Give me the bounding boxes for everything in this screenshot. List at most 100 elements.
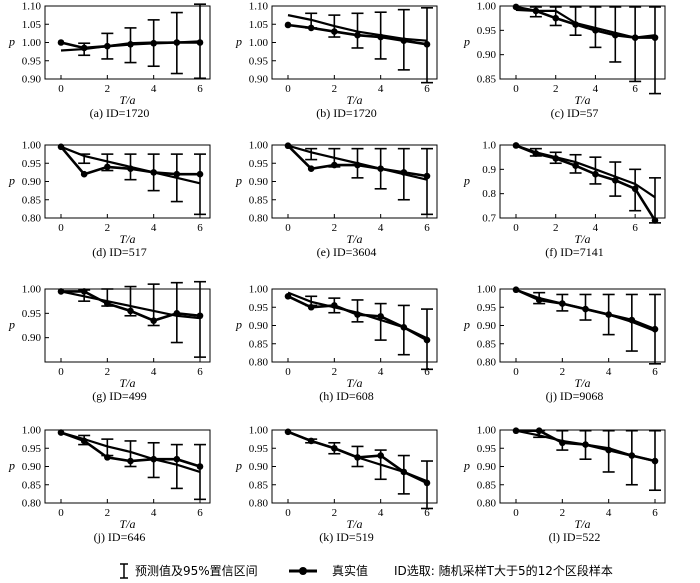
actual-point: [173, 455, 181, 463]
x-tick-label: 2: [105, 83, 111, 95]
panel-caption: (j) ID=646: [94, 530, 146, 544]
panel-caption: (l) ID=522: [549, 530, 601, 544]
actual-point: [284, 428, 292, 436]
y-tick-label: 0.90: [22, 461, 42, 473]
actual-point: [57, 143, 65, 151]
y-tick-label: 0.85: [22, 194, 42, 206]
x-tick-label: 6: [632, 222, 638, 234]
actual-point: [377, 33, 384, 41]
x-tick-label: 4: [606, 507, 612, 519]
x-tick-label: 6: [652, 366, 658, 378]
x-axis-label: T/a: [574, 93, 590, 107]
y-tick-label: 1.00: [22, 140, 42, 152]
actual-point: [572, 162, 579, 169]
y-tick-label: 0.80: [249, 498, 269, 510]
y-tick-label: 0.85: [477, 74, 497, 86]
y-axis-label: p: [463, 174, 470, 188]
y-tick-label: 0.85: [22, 479, 42, 491]
y-tick-label: 0.95: [249, 443, 269, 455]
x-tick-label: 4: [151, 366, 157, 378]
actual-point: [592, 27, 599, 34]
actual-point: [331, 161, 338, 169]
actual-point: [127, 307, 134, 315]
actual-point: [57, 288, 65, 295]
actual-point: [307, 165, 315, 173]
errorbar-icon: [120, 562, 128, 579]
x-tick-label: 6: [424, 507, 430, 519]
actual-point: [377, 313, 384, 320]
y-tick-label: 0.80: [22, 498, 42, 510]
y-tick-label: 0.85: [249, 338, 269, 350]
actual-point: [173, 170, 181, 178]
errorbar: [569, 6, 582, 37]
x-axis-label: T/a: [119, 517, 135, 531]
actual-point: [104, 163, 111, 171]
actual-point: [331, 28, 338, 35]
x-tick-label: 6: [652, 507, 658, 519]
actual-point: [611, 176, 619, 184]
legend-label-predicted: 预测值及95%置信区间: [135, 564, 258, 578]
actual-point: [400, 37, 408, 44]
panel-caption: (g) ID=499: [92, 389, 146, 403]
x-tick-label: 4: [378, 83, 384, 95]
axis-frame: [499, 5, 666, 80]
legend-item-actual: 真实值: [288, 562, 368, 579]
y-tick-label: 0.95: [22, 308, 42, 320]
x-axis-label: T/a: [346, 517, 362, 531]
actual-point: [651, 34, 659, 41]
y-tick-label: 1.00: [249, 140, 269, 152]
panel-4: 0.80 0.85 0.90 0.95 1.00 0 2 4 6 p T/a(d) ID=517: [8, 140, 211, 259]
actual-point: [651, 217, 659, 224]
actual-point: [400, 324, 408, 331]
panel-caption: (a) ID=1720: [90, 106, 150, 120]
y-tick-label: 0.95: [477, 25, 497, 37]
y-tick-label: 0.90: [477, 49, 497, 61]
panel-caption: (b) ID=1720: [316, 106, 376, 120]
axis-frame: [499, 144, 666, 219]
x-tick-label: 6: [197, 83, 203, 95]
y-tick-label: 0.80: [22, 213, 42, 225]
x-tick-label: 2: [553, 83, 559, 95]
actual-point: [104, 42, 111, 50]
panel-caption: (j) ID=9068: [546, 389, 604, 403]
y-tick-label: 1.00: [249, 284, 269, 296]
y-tick-label: 1.00: [22, 425, 42, 437]
panel-12: 0.80 0.85 0.90 0.95 1.00 0 2 4 6 p T/a(l) ID=522: [463, 425, 666, 544]
x-tick-label: 6: [424, 222, 430, 234]
actual-point: [512, 142, 520, 149]
panel-3: 0.85 0.90 0.95 1.00 0 2 4 6 p T/a(c) ID=57: [463, 1, 666, 120]
x-axis-label: T/a: [119, 376, 135, 390]
actual-point: [400, 169, 408, 176]
actual-point: [559, 439, 566, 447]
panel-9: 0.80 0.85 0.90 0.95 1.00 0 2 4 6 p T/a(j) ID=9068: [463, 284, 666, 403]
figure-grid: 0.900.951.001.051.100 2 4 6pT/a(a) ID=17200…: [8, 1, 666, 544]
actual-point: [173, 39, 181, 46]
errorbar: [589, 156, 602, 185]
line-marker-icon: [289, 566, 317, 575]
x-tick-label: 2: [332, 366, 338, 378]
panel-caption: (k) ID=519: [319, 530, 373, 544]
panel-10: 0.80 0.85 0.90 0.95 1.00 0 2 4 6 p T/a(j) ID=646: [8, 425, 211, 544]
x-axis-label: T/a: [119, 232, 135, 246]
y-tick-label: 0.80: [249, 357, 269, 369]
y-tick-label: 0.90: [249, 176, 269, 188]
actual-point: [354, 161, 361, 169]
actual-point: [150, 169, 157, 176]
actual-point: [57, 39, 65, 46]
axis-frame: [44, 288, 211, 363]
panel-2: 0.90 0.95 1.00 1.05 1.10 0 2 4 6 p T/a(b) ID=1720: [235, 1, 438, 120]
actual-point: [80, 288, 88, 295]
errorbar: [194, 280, 206, 358]
panel-caption: (c) ID=57: [551, 106, 599, 120]
y-tick-label: 0.95: [477, 443, 497, 455]
actual-point: [127, 41, 134, 48]
actual-point: [400, 468, 408, 476]
actual-point: [423, 41, 431, 48]
actual-point: [57, 429, 65, 436]
x-tick-label: 2: [553, 222, 559, 234]
x-axis-label: T/a: [346, 93, 362, 107]
x-axis-label: T/a: [119, 93, 135, 107]
actual-point: [628, 452, 636, 459]
x-tick-label: 0: [285, 222, 291, 234]
errorbar: [351, 12, 364, 49]
